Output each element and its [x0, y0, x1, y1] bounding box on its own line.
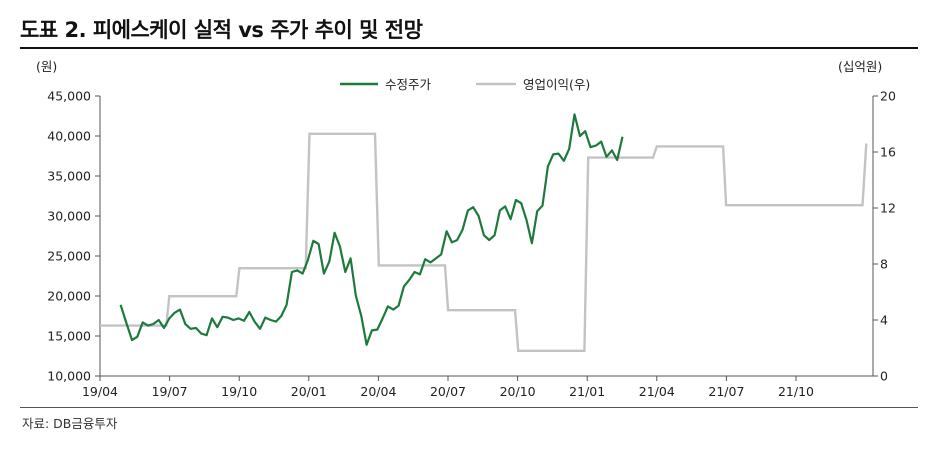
- y-right-tick-label: 20: [880, 89, 896, 104]
- y-left-tick-label: 35,000: [47, 169, 91, 184]
- y-right-tick-label: 12: [880, 201, 896, 216]
- y-right-tick-label: 4: [880, 313, 888, 328]
- y-left-tick-label: 30,000: [47, 209, 91, 224]
- right-axis-unit: (십억원): [838, 59, 883, 74]
- y-left-tick-label: 15,000: [47, 329, 91, 344]
- legend-label-operating-profit: 영업이익(우): [523, 77, 590, 92]
- source-divider: [20, 407, 918, 408]
- x-tick-label: 20/01: [291, 384, 327, 399]
- y-left-tick-label: 20,000: [47, 289, 91, 304]
- x-tick-label: 21/10: [778, 384, 814, 399]
- x-tick-label: 21/01: [569, 384, 605, 399]
- x-tick-label: 20/07: [430, 384, 466, 399]
- x-tick-label: 21/07: [708, 384, 744, 399]
- y-left-tick-label: 40,000: [47, 129, 91, 144]
- y-right-tick-label: 8: [880, 257, 888, 272]
- y-right-tick-label: 0: [880, 369, 888, 384]
- y-left-tick-label: 10,000: [47, 369, 91, 384]
- series-line-stock-price: [119, 113, 624, 346]
- x-tick-label: 20/04: [360, 384, 396, 399]
- x-tick-label: 19/07: [152, 384, 188, 399]
- y-right-tick-label: 16: [880, 145, 896, 160]
- x-tick-label: 19/04: [82, 384, 118, 399]
- title-divider: [20, 47, 918, 49]
- chart-plot: 10,000 15,000 20,000 25,000 30,000 35,000 40,0…: [47, 77, 896, 399]
- left-axis-unit: (원): [36, 59, 58, 74]
- x-tick-label: 19/10: [221, 384, 257, 399]
- chart-title: 도표 2. 피에스케이 실적 vs 주가 추이 및 전망: [20, 18, 423, 42]
- x-tick-label: 21/04: [639, 384, 675, 399]
- y-left-tick-label: 45,000: [47, 89, 91, 104]
- series-line-operating-profit: [100, 132, 868, 352]
- source-note: 자료: DB금융투자: [22, 416, 118, 431]
- legend-label-stock-price: 수정주가: [385, 77, 432, 92]
- y-left-tick-label: 25,000: [47, 249, 91, 264]
- x-tick-label: 20/10: [500, 384, 536, 399]
